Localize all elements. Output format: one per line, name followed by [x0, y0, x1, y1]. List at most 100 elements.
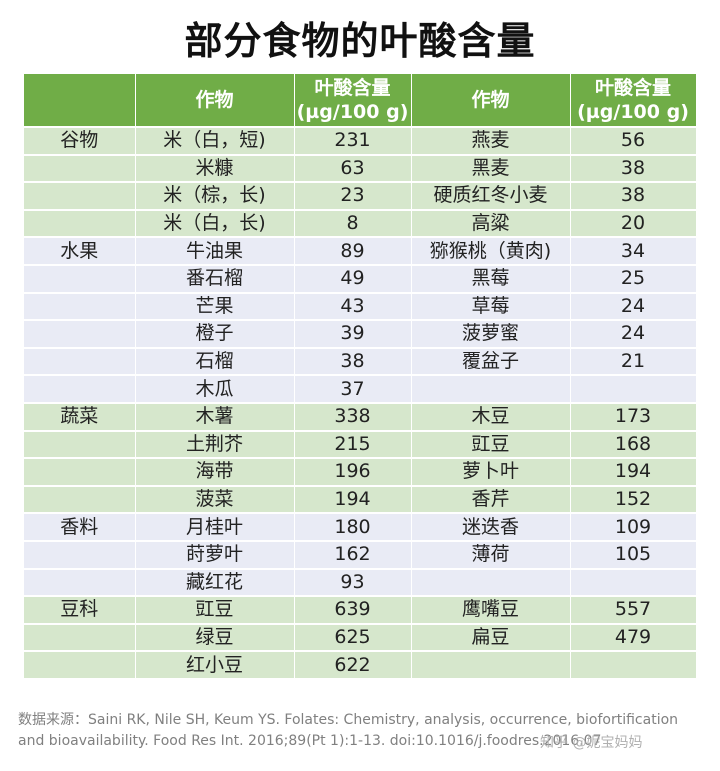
crop-name-cell [411, 651, 571, 680]
crop-name-cell: 迷迭香 [411, 513, 571, 542]
header-content-left: 叶酸含量 (µg/100 g) [294, 74, 412, 128]
table-row: 绿豆 625 扁豆 479 [24, 623, 697, 653]
category-cell: 豆科 [24, 596, 136, 625]
watermark: 知乎 @妮宝妈妈 [540, 735, 643, 751]
category-cell [24, 568, 136, 598]
folate-value-cell: 173 [570, 402, 697, 432]
folate-value-cell: 21 [570, 347, 697, 377]
folate-value-cell: 194 [294, 485, 412, 515]
table-row: 香料 月桂叶 180 迷迭香 109 [24, 513, 697, 542]
category-cell [24, 651, 136, 680]
folate-value-cell: 168 [570, 430, 697, 460]
crop-name-cell: 菠菜 [135, 485, 295, 515]
crop-name-cell: 牛油果 [135, 237, 295, 266]
folate-value-cell: 89 [294, 237, 412, 266]
source-citation: 数据来源：Saini RK, Nile SH, Keum YS. Folates… [18, 710, 708, 752]
category-cell: 香料 [24, 513, 136, 542]
folate-value-cell: 23 [294, 182, 412, 211]
crop-name-cell: 番石榴 [135, 264, 295, 294]
folate-value-cell: 63 [294, 154, 412, 184]
table-row: 红小豆 622 [24, 651, 697, 680]
header-crop-right: 作物 [411, 74, 571, 128]
table-row: 米糠 63 黑麦 38 [24, 154, 697, 184]
header-content-title: 叶酸含量 [314, 77, 391, 99]
table-row: 谷物 米（白，短) 231 燕麦 56 [24, 127, 697, 156]
table-row: 米（白，长) 8 高粱 20 [24, 209, 697, 239]
folate-value-cell: 34 [570, 237, 697, 266]
folate-value-cell: 338 [294, 402, 412, 432]
folate-value-cell: 37 [294, 375, 412, 404]
crop-name-cell: 月桂叶 [135, 513, 295, 542]
source-line: 数据来源：Saini RK, Nile SH, Keum YS. Folates… [18, 712, 679, 728]
crop-name-cell: 香芹 [411, 485, 571, 515]
folate-value-cell: 215 [294, 430, 412, 460]
crop-name-cell: 木豆 [411, 402, 571, 432]
page-title: 部分食物的叶酸含量 [184, 19, 536, 63]
category-cell [24, 485, 136, 515]
crop-name-cell: 红小豆 [135, 651, 295, 680]
crop-name-cell: 米（白，短) [135, 127, 295, 156]
folate-value-cell: 56 [570, 127, 697, 156]
folate-value-cell: 152 [570, 485, 697, 515]
category-cell [24, 292, 136, 322]
crop-name-cell: 硬质红冬小麦 [411, 182, 571, 211]
crop-name-cell: 莳萝叶 [135, 540, 295, 570]
folate-value-cell: 38 [570, 154, 697, 184]
folate-value-cell: 622 [294, 651, 412, 680]
crop-name-cell [411, 568, 571, 598]
category-cell [24, 182, 136, 211]
folate-value-cell [570, 375, 697, 404]
folate-value-cell: 24 [570, 292, 697, 322]
folate-value-cell: 625 [294, 623, 412, 653]
category-cell [24, 458, 136, 487]
folate-value-cell: 109 [570, 513, 697, 542]
table-row: 木瓜 37 [24, 375, 697, 404]
folate-value-cell: 38 [294, 347, 412, 377]
folate-value-cell: 49 [294, 264, 412, 294]
folate-value-cell: 39 [294, 320, 412, 349]
folate-value-cell: 43 [294, 292, 412, 322]
table-row: 番石榴 49 黑莓 25 [24, 264, 697, 294]
table-row: 藏红花 93 [24, 568, 697, 598]
crop-name-cell: 米（白，长) [135, 209, 295, 239]
crop-name-cell: 扁豆 [411, 623, 571, 653]
header-row: 作物 叶酸含量 (µg/100 g) 作物 叶酸含量 (µg/100 g) [24, 74, 697, 128]
crop-name-cell: 藏红花 [135, 568, 295, 598]
folate-table: 作物 叶酸含量 (µg/100 g) 作物 叶酸含量 (µg/100 g) 谷物… [24, 74, 697, 680]
crop-name-cell: 草莓 [411, 292, 571, 322]
table-row: 芒果 43 草莓 24 [24, 292, 697, 322]
crop-name-cell [411, 375, 571, 404]
crop-name-cell: 豇豆 [135, 596, 295, 625]
crop-name-cell: 木瓜 [135, 375, 295, 404]
header-content-right: 叶酸含量 (µg/100 g) [570, 74, 697, 128]
source-line: and bioavailability. Food Res Int. 2016;… [18, 733, 602, 749]
folate-value-cell: 479 [570, 623, 697, 653]
table-row: 海带 196 萝卜叶 194 [24, 458, 697, 487]
folate-value-cell: 8 [294, 209, 412, 239]
folate-value-cell: 93 [294, 568, 412, 598]
crop-name-cell: 薄荷 [411, 540, 571, 570]
table-row: 菠菜 194 香芹 152 [24, 485, 697, 515]
crop-name-cell: 木薯 [135, 402, 295, 432]
category-cell [24, 623, 136, 653]
category-cell: 蔬菜 [24, 402, 136, 432]
crop-name-cell: 橙子 [135, 320, 295, 349]
folate-value-cell: 231 [294, 127, 412, 156]
folate-value-cell: 105 [570, 540, 697, 570]
crop-name-cell: 米（棕，长) [135, 182, 295, 211]
header-content-title: 叶酸含量 [594, 77, 671, 99]
category-cell [24, 375, 136, 404]
folate-value-cell: 639 [294, 596, 412, 625]
category-cell: 谷物 [24, 127, 136, 156]
crop-name-cell: 高粱 [411, 209, 571, 239]
table-row: 橙子 39 菠萝蜜 24 [24, 320, 697, 349]
category-cell [24, 154, 136, 184]
folate-value-cell: 557 [570, 596, 697, 625]
folate-value-cell: 196 [294, 458, 412, 487]
folate-value-cell: 24 [570, 320, 697, 349]
category-cell [24, 320, 136, 349]
crop-name-cell: 黑麦 [411, 154, 571, 184]
crop-name-cell: 米糠 [135, 154, 295, 184]
table-row: 米（棕，长) 23 硬质红冬小麦 38 [24, 182, 697, 211]
crop-name-cell: 黑莓 [411, 264, 571, 294]
